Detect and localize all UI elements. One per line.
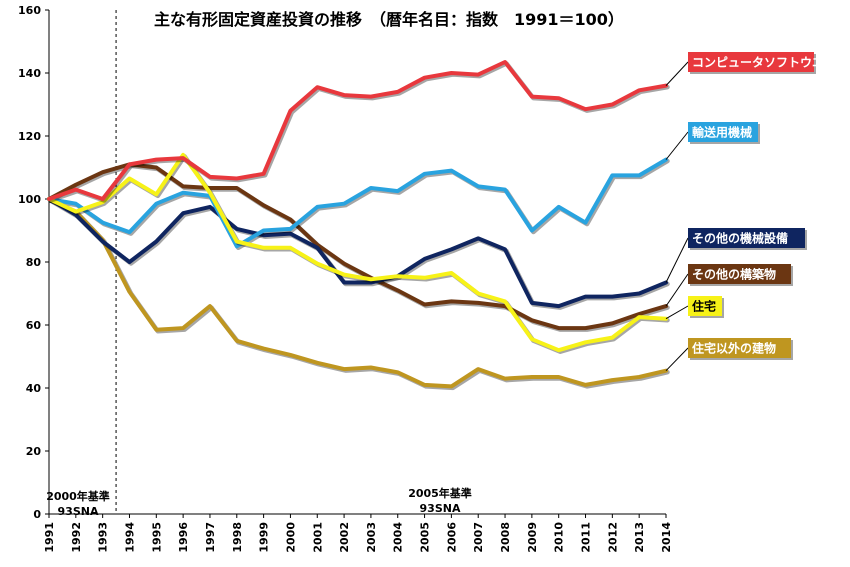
x-tick-label: 1993 [97,522,110,553]
series-line [47,157,668,249]
legend-label: その他の構築物 [692,267,776,282]
x-tick-label: 1994 [123,522,136,553]
x-tick-label: 1991 [43,522,56,553]
x-tick-label: 1997 [204,522,217,553]
x-tick-label: 2009 [526,522,539,553]
x-tick-label: 2006 [445,522,458,553]
y-tick-label: 120 [18,130,41,143]
x-tick-label: 2002 [338,522,351,553]
y-tick-label: 40 [26,382,42,395]
legend-leader-line [665,61,689,86]
legend-label: その他の機械設備 [692,231,788,246]
series-line [47,162,668,331]
series-layer [47,60,670,391]
x-tick-label: 1992 [70,522,83,553]
legend-box [688,296,722,316]
chart-title: 主な有形固定資産投資の推移 （暦年名目：指数 1991＝100） [154,10,624,29]
y-tick-label: 160 [18,4,41,17]
series-shadow [48,61,670,203]
x-tick-label: 2001 [311,522,324,553]
legend-leader-line [665,347,689,372]
y-tick-label: 80 [26,256,42,269]
annotation-base-2000-line1: 2000年基準 [46,489,110,503]
legend-leader-line [665,273,689,307]
y-tick-label: 0 [33,508,41,521]
x-tick-label: 2003 [365,522,378,553]
legend-leader-line [665,305,689,320]
series-line [47,197,668,309]
x-tick-label: 1998 [231,522,244,553]
series-shadow [48,198,670,391]
legend-box [688,52,814,72]
legend-box [688,228,805,248]
annotation-base-2000-line2: 93SNA [58,505,99,518]
x-tick-label: 1999 [258,522,271,553]
x-tick-label: 2004 [392,522,405,553]
legend-label: 住宅 [692,299,716,314]
legend-label: 輸送用機械 [692,125,752,140]
y-tick-label: 140 [18,67,41,80]
y-tick-label: 100 [18,193,41,206]
x-tick-label: 2000 [284,522,297,553]
y-tick-label: 20 [26,445,42,458]
x-tick-label: 2007 [472,522,485,553]
annotation-layer: 2000年基準 93SNA 2005年基準 93SNA [46,486,472,518]
legend-box [688,338,791,358]
x-tick-label: 2010 [553,522,566,553]
legend-label: 住宅以外の建物 [692,341,776,356]
x-tick-label: 1996 [177,522,190,553]
series-shadow [48,163,670,332]
x-tick-label: 2013 [633,522,646,553]
legend-leader-line [665,131,689,160]
legend-box [688,264,791,284]
axes: 0 20 40 60 80 100 120 140 160 1991 1992 1993 1994 199… [18,4,673,553]
x-tick-label: 2005 [419,522,432,553]
x-tick-label: 2011 [580,522,593,553]
y-tick-label: 60 [26,319,42,332]
legend-leader-line [665,237,689,283]
x-tick-label: 2012 [606,522,619,553]
series-line [47,152,668,353]
legend-box [688,122,758,142]
annotation-base-2005-line2: 93SNA [420,502,461,515]
annotation-base-2005-line1: 2005年基準 [408,486,472,500]
series-line [47,197,668,389]
series-shadow [48,158,670,251]
x-tick-label: 2008 [499,522,512,553]
x-tick-label: 2014 [660,522,673,553]
legend-layer: コンピュータソフトウエア輸送用機械その他の機械設備その他の構築物住宅住宅以外の建… [665,52,836,372]
series-line [47,60,668,201]
legend-label: コンピュータソフトウエア [692,56,836,70]
x-tick-label: 1995 [150,522,163,553]
